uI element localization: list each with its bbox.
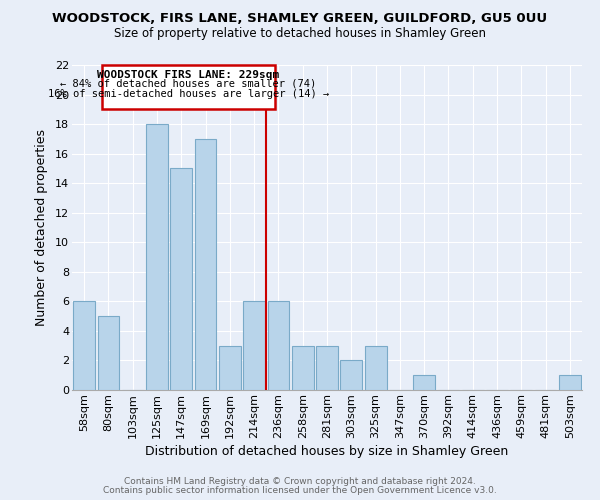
Bar (340, 360, 362, 390)
Bar (268, 302, 289, 390)
Text: Contains public sector information licensed under the Open Government Licence v3: Contains public sector information licen… (103, 486, 497, 495)
Text: WOODSTOCK FIRS LANE: 229sqm: WOODSTOCK FIRS LANE: 229sqm (97, 70, 280, 80)
Text: Size of property relative to detached houses in Shamley Green: Size of property relative to detached ho… (114, 28, 486, 40)
X-axis label: Distribution of detached houses by size in Shamley Green: Distribution of detached houses by size … (145, 444, 509, 458)
Bar (365, 346, 386, 390)
Bar (73, 302, 95, 390)
Bar (97, 316, 119, 390)
Bar (413, 375, 435, 390)
Text: WOODSTOCK, FIRS LANE, SHAMLEY GREEN, GUILDFORD, GU5 0UU: WOODSTOCK, FIRS LANE, SHAMLEY GREEN, GUI… (52, 12, 548, 26)
Text: 16% of semi-detached houses are larger (14) →: 16% of semi-detached houses are larger (… (48, 88, 329, 99)
Text: ← 84% of detached houses are smaller (74): ← 84% of detached houses are smaller (74… (61, 78, 317, 88)
Text: Contains HM Land Registry data © Crown copyright and database right 2024.: Contains HM Land Registry data © Crown c… (124, 477, 476, 486)
Bar (243, 302, 265, 390)
Bar (170, 168, 192, 390)
Bar (103, 65, 275, 110)
Bar (292, 346, 314, 390)
Bar (219, 346, 241, 390)
Bar (194, 139, 217, 390)
Bar (146, 124, 168, 390)
Bar (316, 346, 338, 390)
Y-axis label: Number of detached properties: Number of detached properties (35, 129, 48, 326)
Bar (559, 375, 581, 390)
